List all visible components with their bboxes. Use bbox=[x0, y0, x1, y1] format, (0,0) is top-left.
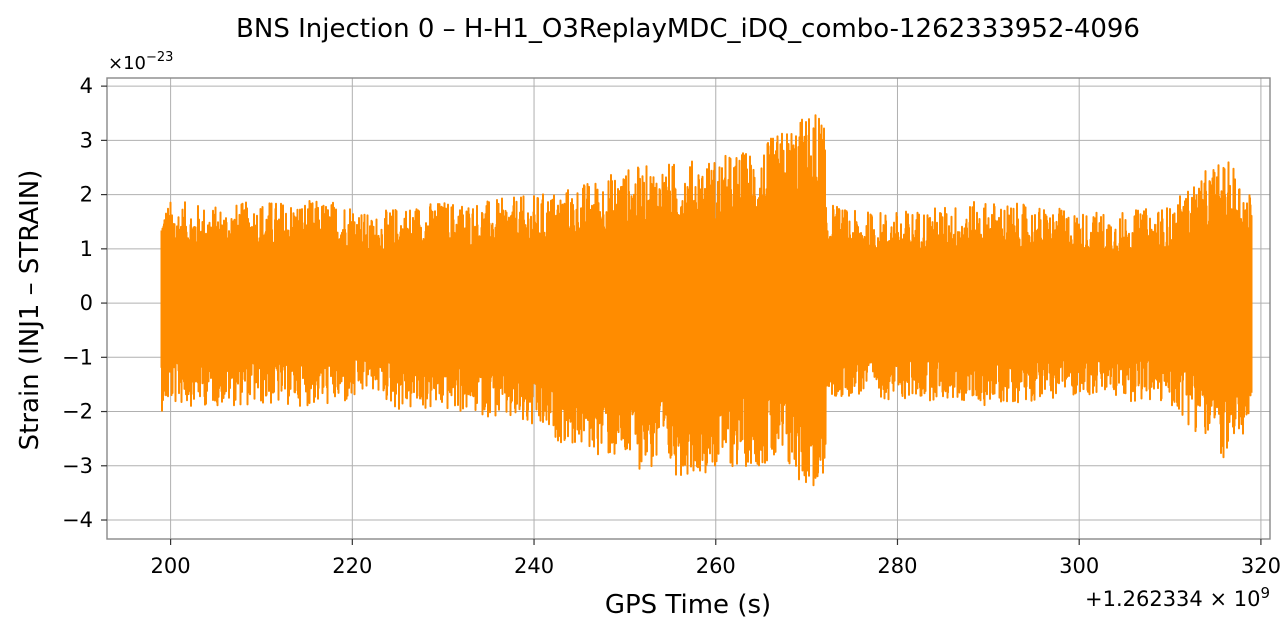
plot-area bbox=[160, 114, 1253, 487]
y-tick-label: 4 bbox=[80, 74, 93, 98]
x-offset-exponent: 9 bbox=[1260, 584, 1270, 602]
svg-text:×10−23: ×10−23 bbox=[108, 50, 173, 74]
y-tick-label: −2 bbox=[62, 400, 93, 424]
x-axis-ticks: 200 220 240 260 280 300 320 bbox=[151, 539, 1281, 578]
x-axis-offset: +1.262334 × 109 bbox=[1085, 584, 1270, 611]
strain-series-line bbox=[160, 114, 1253, 487]
x-tick-label: 280 bbox=[877, 554, 917, 578]
axes-frame bbox=[106, 77, 1271, 540]
y-tick-label: 2 bbox=[80, 183, 93, 207]
y-tick-label: 0 bbox=[80, 291, 93, 315]
x-tick-label: 300 bbox=[1059, 554, 1099, 578]
y-tick-label: −1 bbox=[62, 345, 93, 369]
y-axis-multiplier: ×10−23 bbox=[108, 50, 173, 74]
y-tick-label: −3 bbox=[62, 454, 93, 478]
x-tick-label: 240 bbox=[514, 554, 554, 578]
y-axis-label: Strain (INJ1 – STRAIN) bbox=[15, 170, 45, 451]
svg-text:+1.262334 × 109: +1.262334 × 109 bbox=[1085, 584, 1270, 611]
y-tick-label: 3 bbox=[80, 128, 93, 152]
x-tick-label: 260 bbox=[696, 554, 736, 578]
y-tick-label: 1 bbox=[80, 237, 93, 261]
x-offset-base: +1.262334 × 10 bbox=[1085, 587, 1260, 611]
x-tick-label: 320 bbox=[1241, 554, 1281, 578]
y-axis-ticks: −4 −3 −2 −1 0 1 2 3 4 bbox=[62, 74, 107, 532]
y-multiplier-base: ×10 bbox=[108, 53, 146, 74]
x-tick-label: 220 bbox=[332, 554, 372, 578]
y-multiplier-exponent: −23 bbox=[146, 50, 173, 65]
x-axis-label: GPS Time (s) bbox=[605, 590, 771, 620]
chart-title: BNS Injection 0 – H-H1_O3ReplayMDC_iDQ_c… bbox=[236, 14, 1140, 44]
x-tick-label: 200 bbox=[151, 554, 191, 578]
y-tick-label: −4 bbox=[62, 508, 93, 532]
